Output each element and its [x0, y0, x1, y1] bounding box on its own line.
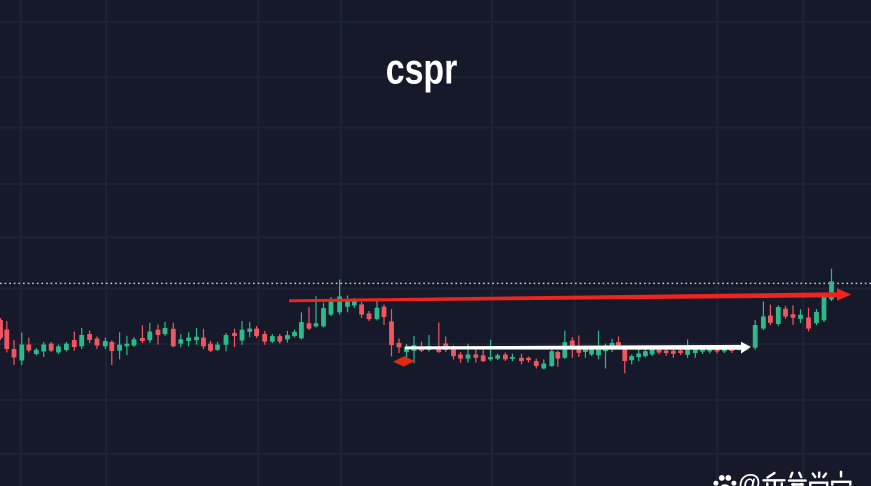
svg-text:@: @: [738, 470, 760, 486]
svg-text:cspr: cspr: [386, 47, 458, 94]
